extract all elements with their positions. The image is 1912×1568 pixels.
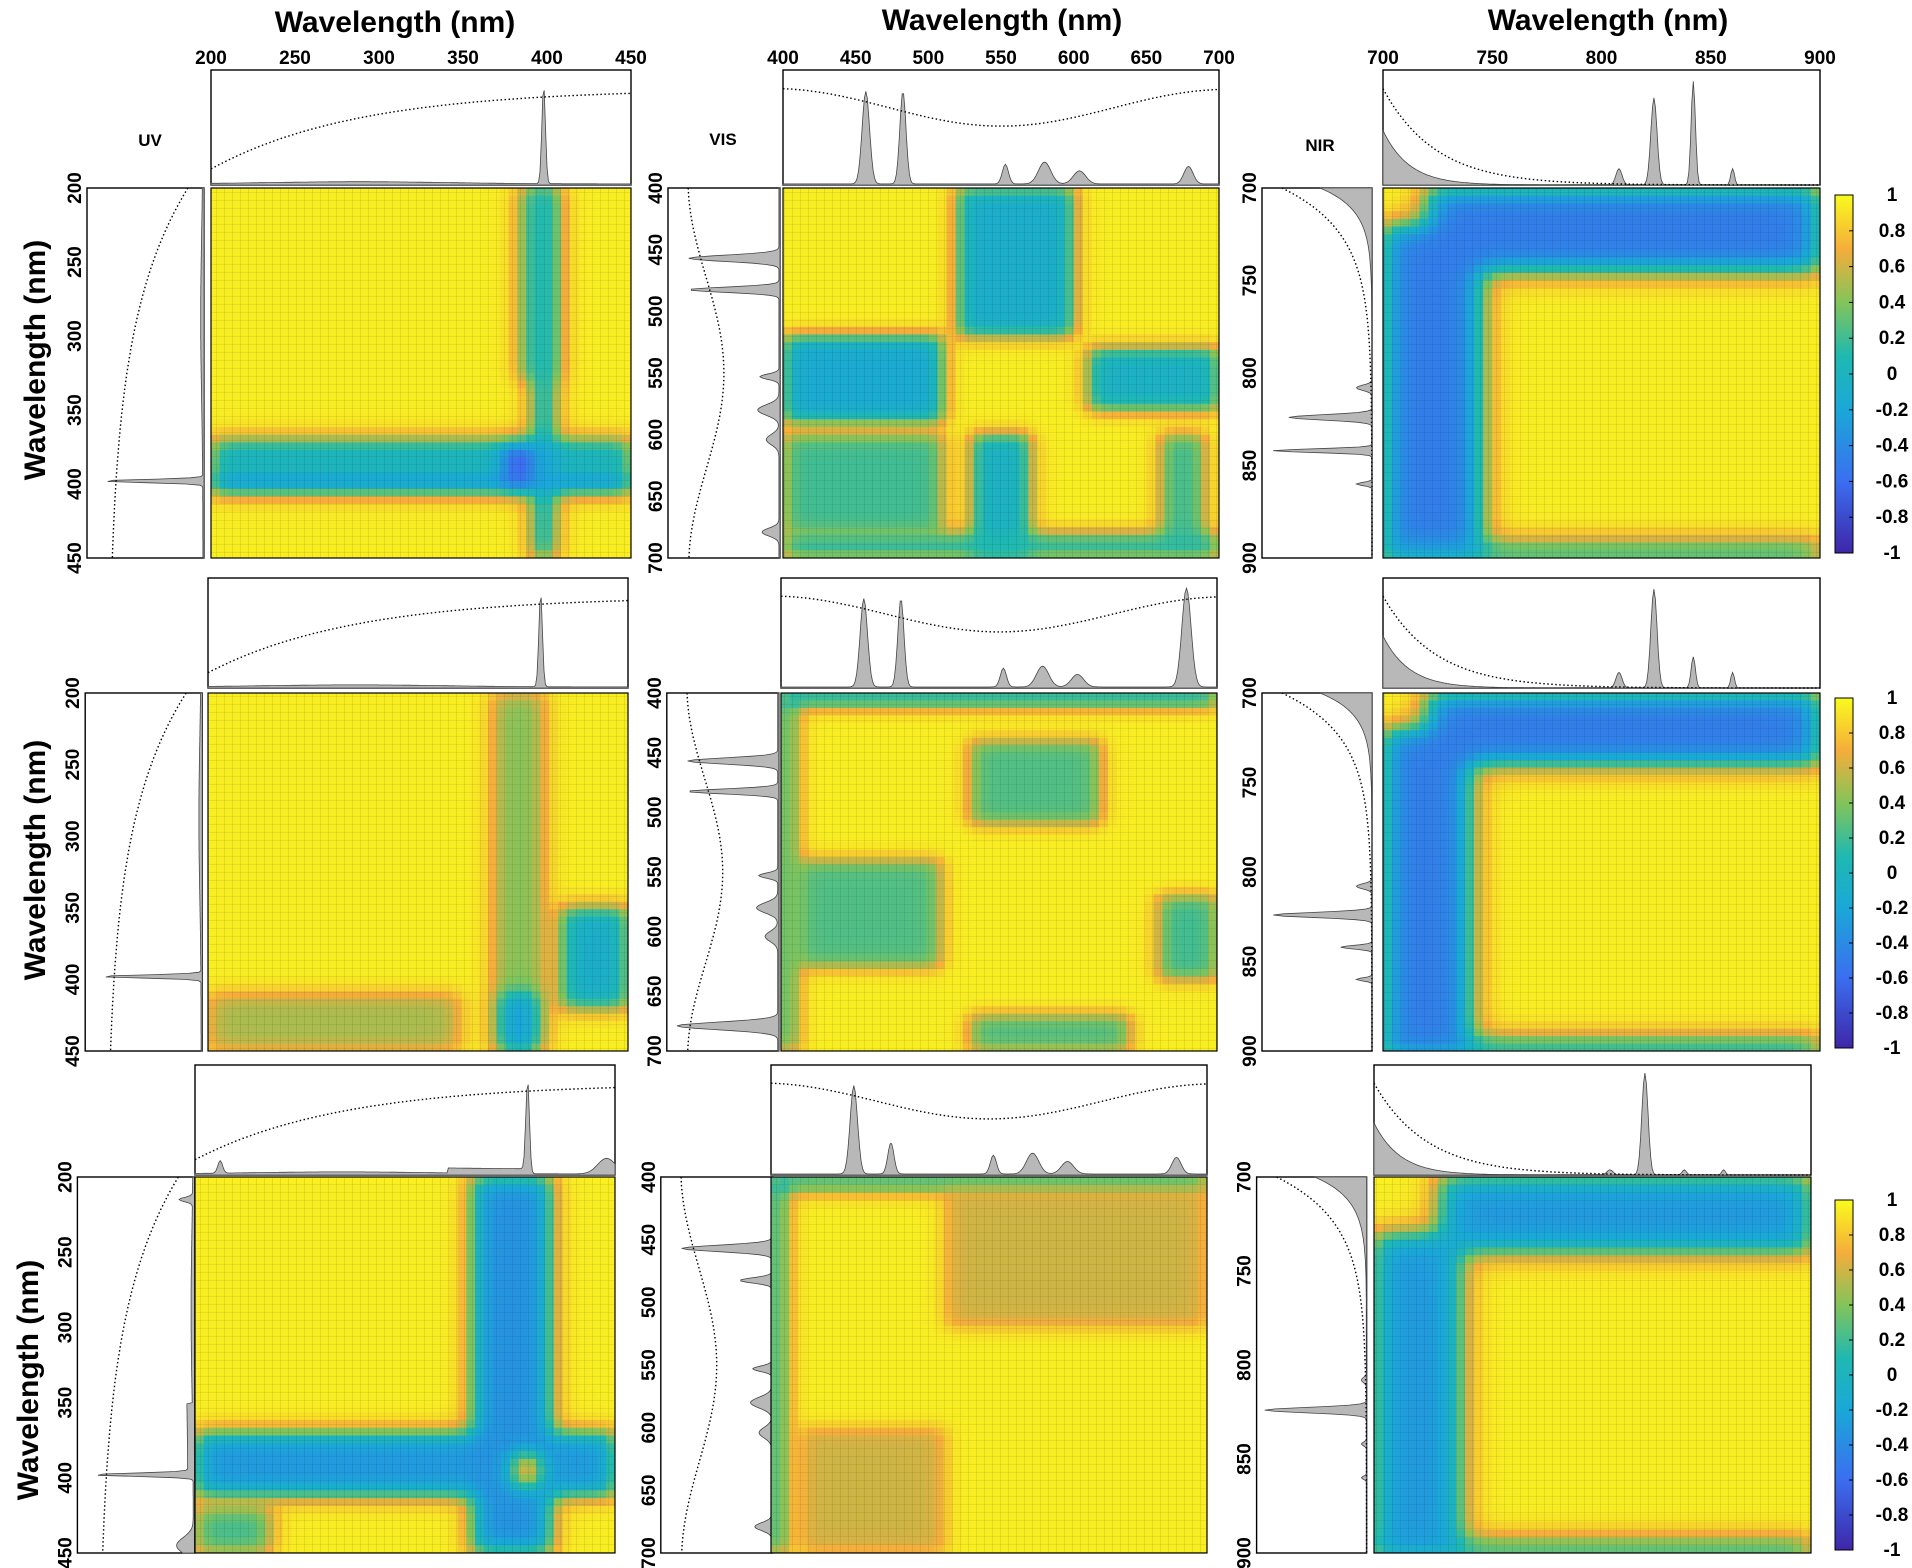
y-tick-label: 400 [65, 468, 86, 500]
y-tick-label: 200 [65, 172, 86, 204]
row-title-1: Wavelength (nm) [19, 240, 52, 481]
column-title-nir: Wavelength (nm) [1488, 4, 1729, 37]
row-title-3: Wavelength (nm) [12, 1260, 45, 1501]
x-tick-label: 250 [279, 48, 311, 69]
region-label-vis: VIS [709, 130, 736, 149]
x-tick-label: 350 [447, 48, 479, 69]
y-tick-label: 300 [65, 320, 86, 352]
y-tick-label: 450 [65, 542, 86, 574]
x-tick-label: 400 [531, 48, 563, 69]
x-tick-label: 200 [195, 48, 227, 69]
column-title-uv: Wavelength (nm) [275, 6, 516, 39]
y-tick-label: 250 [65, 246, 86, 278]
y-tick-label: 350 [65, 394, 86, 426]
column-title-vis: Wavelength (nm) [882, 4, 1123, 37]
region-label-nir: NIR [1305, 136, 1334, 155]
panels: 200 250 300 350 400 4502002503003504004502002… [55, 48, 1908, 1568]
region-label-uv: UV [138, 131, 162, 150]
x-tick-label: 300 [363, 48, 395, 69]
row-title-2: Wavelength (nm) [19, 740, 52, 981]
panel-uv-1: 200 250 300 350 400 450 200 250 300 350 400 450 [65, 48, 647, 574]
x-tick-label: 450 [615, 48, 647, 69]
